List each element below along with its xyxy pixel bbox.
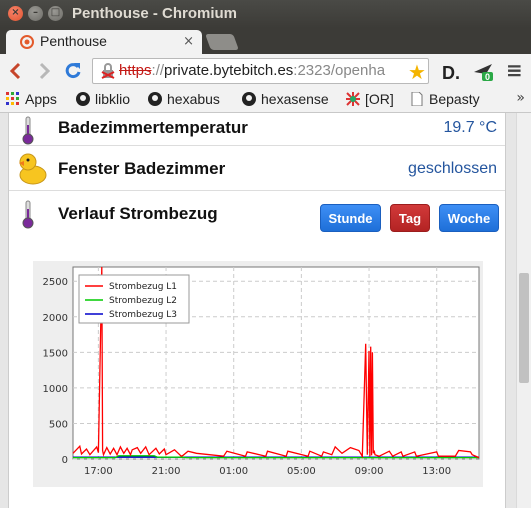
extension-badge: 0 xyxy=(485,72,491,82)
legend-box xyxy=(78,274,190,324)
url-path: :2323/openha xyxy=(293,62,386,79)
item-bath-temperature[interactable]: Badezimmertemperatur 19.7 °C xyxy=(9,113,505,146)
bookmarks-bar: Apps libklio hexabus hexasense [OR] Bepa… xyxy=(0,88,531,113)
series-line-strombezug-l1 xyxy=(72,266,480,459)
power-chart: 0 500 1000 1500 2000 2500 17:00 21:00 01:00 05:00… xyxy=(33,261,483,487)
thermometer-icon xyxy=(22,116,34,145)
tab-penthouse[interactable]: Penthouse × xyxy=(6,30,202,54)
address-bar[interactable]: https://private.bytebitch.es:2323/openha xyxy=(92,58,429,84)
page-icon xyxy=(411,92,423,106)
x-tick-label: 17:00 xyxy=(84,466,113,477)
github-icon xyxy=(148,92,162,106)
url-text: https://private.bytebitch.es:2323/openha xyxy=(119,62,385,79)
extension-plane-icon[interactable] xyxy=(472,60,496,82)
svg-text:D.: D. xyxy=(442,63,460,82)
legend-entry: Strombezug L3 xyxy=(109,310,177,320)
vertical-scrollbar[interactable] xyxy=(516,113,531,508)
bookmark-label: [OR] xyxy=(365,91,394,107)
x-tick-label: 05:00 xyxy=(287,466,316,477)
x-tick-label: 09:00 xyxy=(355,466,384,477)
period-week-button[interactable]: Woche xyxy=(439,204,499,232)
window-close-button[interactable]: × xyxy=(8,6,23,21)
scrollbar-thumb[interactable] xyxy=(519,273,529,383)
bookmark-bepasty[interactable]: Bepasty xyxy=(410,91,480,107)
menu-icon[interactable]: ≡ xyxy=(506,58,523,82)
y-tick-label: 2500 xyxy=(43,277,68,288)
item-bath-window[interactable]: Fenster Badezimmer geschlossen xyxy=(9,146,505,191)
legend-entry: Strombezug L2 xyxy=(109,296,177,306)
bookmark-libklio[interactable]: libklio xyxy=(76,91,130,107)
power-chart-svg: 0 500 1000 1500 2000 2500 17:00 21:00 01:00 05:00… xyxy=(43,266,480,477)
thermometer-icon xyxy=(22,200,34,229)
url-separator: :// xyxy=(151,62,165,79)
browser-toolbar: https://private.bytebitch.es:2323/openha… xyxy=(0,54,531,88)
bookmark-label: Apps xyxy=(25,91,57,107)
period-day-button[interactable]: Tag xyxy=(390,204,430,232)
y-tick-label: 500 xyxy=(49,419,68,430)
window-titlebar: × – □ Penthouse - Chromium xyxy=(0,0,531,28)
y-tick-label: 1500 xyxy=(43,348,68,359)
or-icon xyxy=(346,92,360,106)
period-hour-button[interactable]: Stunde xyxy=(320,204,381,232)
github-icon xyxy=(242,92,256,106)
x-tick-label: 13:00 xyxy=(422,466,451,477)
y-tick-label: 1000 xyxy=(43,384,68,395)
window-title: Penthouse - Chromium xyxy=(72,5,238,22)
bookmark-label: hexasense xyxy=(261,91,329,107)
url-scheme: https xyxy=(119,62,152,79)
window-maximize-button[interactable]: □ xyxy=(48,6,63,21)
bookmark-star-icon[interactable]: ★ xyxy=(408,60,426,84)
forward-arrow-icon[interactable] xyxy=(36,61,52,81)
bookmark-label: Bepasty xyxy=(429,91,480,107)
y-tick-label: 2000 xyxy=(43,313,68,324)
page-viewport: Badezimmertemperatur 19.7 °C Fenster Bad… xyxy=(0,113,516,508)
url-host: private.bytebitch.es xyxy=(164,62,294,79)
rubber-duck-icon xyxy=(19,153,47,185)
bookmark-or[interactable]: [OR] xyxy=(346,91,394,107)
bookmark-label: hexabus xyxy=(167,91,220,107)
new-tab-button[interactable] xyxy=(205,34,239,50)
item-label: Badezimmertemperatur xyxy=(58,118,248,137)
series-line-strombezug-l2 xyxy=(73,455,479,459)
openhab-card: Badezimmertemperatur 19.7 °C Fenster Bad… xyxy=(8,113,506,508)
tab-title: Penthouse xyxy=(40,33,107,49)
back-arrow-icon[interactable] xyxy=(8,61,24,81)
item-value: geschlossen xyxy=(408,160,497,177)
bookmarks-overflow-button[interactable]: » xyxy=(516,90,525,106)
bookmark-apps[interactable]: Apps xyxy=(6,91,57,107)
x-tick-label: 01:00 xyxy=(219,466,248,477)
x-tick-label: 21:00 xyxy=(152,466,181,477)
insecure-lock-icon[interactable] xyxy=(101,63,115,79)
extension-d-icon[interactable]: D. xyxy=(440,62,460,82)
item-power-history: Verlauf Strombezug Stunde Tag Woche xyxy=(9,191,505,239)
github-icon xyxy=(76,92,90,106)
openhab-favicon-icon xyxy=(20,35,34,49)
legend-entry: Strombezug L1 xyxy=(109,282,177,292)
tab-strip: Penthouse × xyxy=(0,28,531,54)
apps-grid-icon xyxy=(6,92,19,105)
window-minimize-button[interactable]: – xyxy=(28,6,43,21)
y-tick-label: 0 xyxy=(62,455,68,466)
item-label: Fenster Badezimmer xyxy=(58,159,226,178)
item-value: 19.7 °C xyxy=(443,119,497,136)
bookmark-label: libklio xyxy=(95,91,131,107)
reload-icon[interactable] xyxy=(64,61,82,81)
item-label: Verlauf Strombezug xyxy=(58,204,218,223)
bookmark-hexabus[interactable]: hexabus xyxy=(148,91,220,107)
bookmark-hexasense[interactable]: hexasense xyxy=(242,91,329,107)
tab-close-icon[interactable]: × xyxy=(183,34,194,49)
